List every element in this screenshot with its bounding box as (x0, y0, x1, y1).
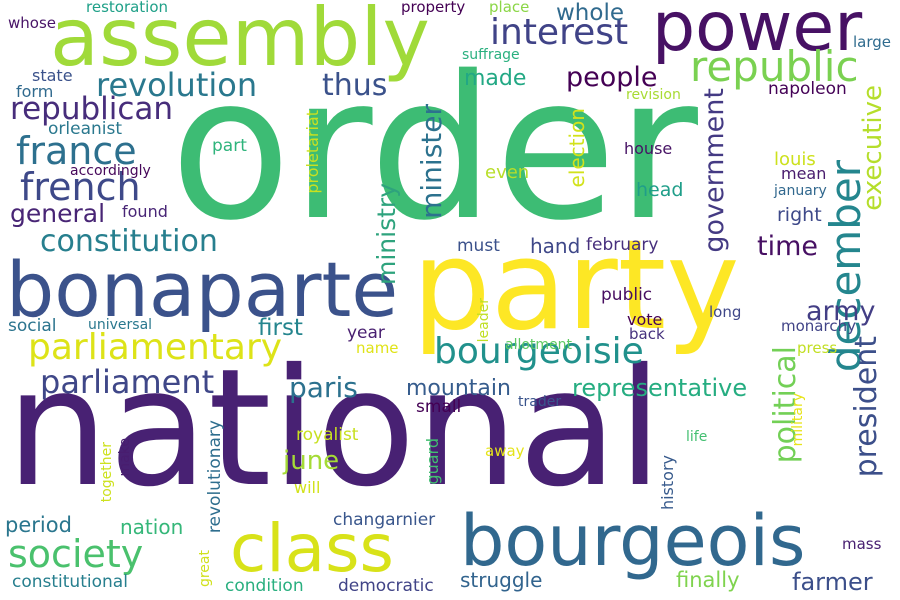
word-mass: mass (842, 535, 882, 553)
word-parliamentary: parliamentary (28, 327, 283, 368)
word-finally: finally (676, 568, 740, 592)
word-representative: representative (572, 374, 748, 402)
word-struggle: struggle (460, 568, 543, 592)
word-must: must (457, 236, 500, 256)
word-constitution: constitution (40, 224, 218, 259)
word-republic: republic (690, 42, 859, 91)
word-february: february (586, 235, 659, 255)
word-french: french (20, 165, 141, 209)
word-constitutional: constitutional (12, 572, 128, 592)
word-large: large (853, 33, 892, 51)
word-house: house (624, 139, 673, 158)
word-form: form (16, 82, 54, 101)
word-people: people (566, 62, 658, 93)
word-life: life (686, 429, 708, 445)
word-will: will (294, 478, 321, 497)
word-june: june (283, 446, 340, 476)
word-mean: mean (781, 164, 827, 183)
word-party: party (412, 214, 740, 358)
word-executive: executive (858, 85, 888, 211)
word-state: state (32, 66, 73, 85)
word-away: away (485, 442, 525, 460)
word-royalist: royalist (296, 425, 359, 445)
word-proletariat: proletariat (303, 110, 322, 194)
word-head: head (636, 179, 684, 201)
word-long: long (709, 303, 742, 321)
word-name: name (356, 339, 399, 357)
word-class: class (230, 510, 394, 587)
word-vote: vote (627, 310, 663, 329)
word-bourgeoisie: bourgeoisie (434, 331, 644, 372)
word-even: even (485, 162, 530, 183)
word-mountain: mountain (406, 376, 511, 401)
word-accordingly: accordingly (70, 163, 151, 179)
word-trader: trader (518, 394, 562, 410)
word-military: military (790, 393, 806, 447)
word-napoleon: napoleon (768, 79, 847, 99)
word-order: order (170, 33, 698, 264)
word-nation: nation (120, 515, 184, 539)
word-first: first (258, 315, 303, 341)
word-make: make (117, 438, 133, 477)
word-right: right (777, 204, 822, 226)
word-democratic: democratic (338, 576, 434, 596)
word-leader: leader (476, 298, 492, 343)
word-restoration: restoration (86, 0, 169, 16)
word-thus: thus (322, 68, 388, 103)
word-general: general (10, 199, 106, 228)
word-minister: minister (415, 104, 448, 219)
word-allotment: allotment (505, 337, 573, 353)
word-guard: guard (423, 438, 442, 485)
word-place: place (489, 0, 530, 16)
word-property: property (401, 0, 466, 16)
word-paris: paris (289, 371, 358, 404)
word-bonaparte: bonaparte (6, 245, 399, 334)
word-great: great (197, 550, 213, 588)
word-monarchy: monarchy (781, 317, 856, 335)
word-together: together (99, 442, 115, 503)
word-parliament: parliament (40, 363, 215, 401)
word-made: made (464, 66, 527, 91)
word-france: france (16, 129, 137, 173)
word-period: period (5, 513, 72, 537)
word-interest: interest (490, 12, 629, 53)
word-orleanist: orleanist (48, 119, 123, 139)
word-republican: republican (10, 91, 174, 127)
word-condition: condition (225, 576, 304, 596)
word-part: part (212, 136, 247, 156)
word-time: time (757, 231, 819, 262)
word-revolution: revolution (96, 66, 258, 104)
word-changarnier: changarnier (333, 510, 436, 530)
word-whose: whose (8, 14, 56, 32)
word-history: history (658, 455, 677, 511)
word-revision: revision (626, 87, 681, 103)
word-social: social (8, 316, 57, 336)
word-bourgeois: bourgeois (460, 500, 806, 582)
word-suffrage: suffrage (462, 47, 520, 63)
word-army: army (806, 296, 876, 327)
word-universal: universal (88, 317, 153, 333)
word-assembly: assembly (50, 0, 430, 84)
word-january: january (774, 183, 827, 199)
word-small: small (416, 397, 462, 417)
word-hand: hand (530, 234, 581, 258)
word-year: year (347, 323, 385, 343)
word-public: public (601, 285, 653, 305)
word-president: president (849, 336, 884, 478)
word-whole: whole (556, 0, 625, 26)
word-government: government (699, 88, 730, 253)
word-found: found (122, 202, 168, 221)
word-power: power (652, 0, 863, 67)
word-election: election (565, 108, 589, 188)
word-press: press (797, 339, 838, 357)
word-back: back (629, 325, 665, 343)
word-ministry: ministry (372, 183, 401, 285)
word-national: national (6, 335, 663, 523)
word-society: society (8, 532, 144, 576)
word-louis: louis (774, 149, 816, 170)
word-revolutionary: revolutionary (205, 420, 225, 534)
word-farmer: farmer (792, 568, 873, 596)
